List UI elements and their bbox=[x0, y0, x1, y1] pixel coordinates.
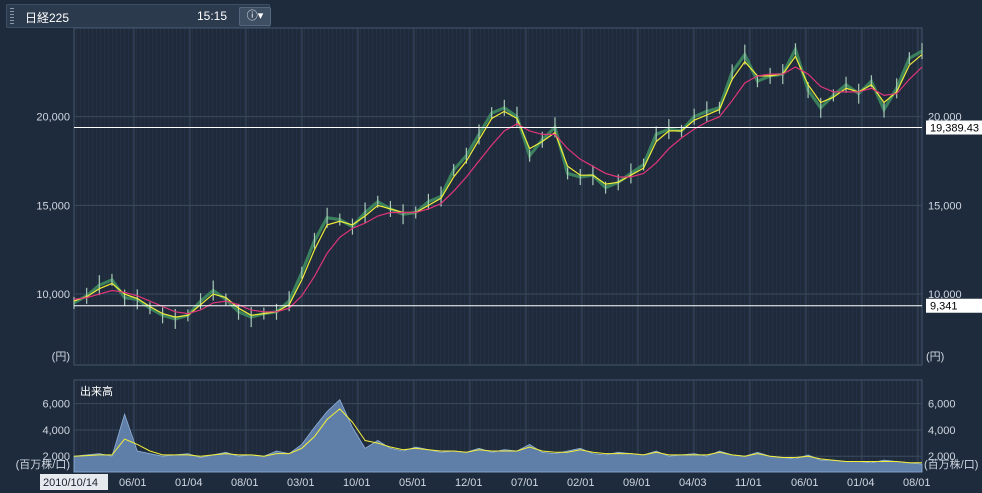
price-y-tick-left: 10,000 bbox=[36, 289, 70, 301]
chart-header: 日経225 15:15 ⓘ▾ bbox=[6, 4, 271, 28]
volume-unit-left: (百万株/口) bbox=[16, 457, 70, 471]
x-tick-label: 06/01 bbox=[791, 477, 819, 489]
info-dropdown-icon: ⓘ▾ bbox=[246, 10, 264, 22]
x-tick-label: 08/01 bbox=[231, 477, 259, 489]
volume-y-tick-right: 4,000 bbox=[928, 425, 956, 437]
x-tick-label: 03/01 bbox=[287, 477, 315, 489]
x-tick-label: 04/03 bbox=[679, 477, 707, 489]
series-line-ma-long bbox=[73, 66, 923, 315]
price-y-tick-right: 15,000 bbox=[928, 200, 962, 212]
price-y-tick-left: 20,000 bbox=[36, 112, 70, 124]
volume-ma-line bbox=[73, 408, 922, 464]
timestamp: 15:15 bbox=[197, 9, 228, 23]
x-tick-label: 01/04 bbox=[175, 477, 203, 489]
x-tick-label: 01/04 bbox=[847, 477, 875, 489]
price-y-unit-left: (円) bbox=[52, 351, 70, 363]
x-tick-label: 09/01 bbox=[623, 477, 651, 489]
x-tick-label: 02/01 bbox=[567, 477, 595, 489]
volume-y-tick-right: 2,000 bbox=[928, 451, 956, 463]
x-tick-label: 10/01 bbox=[343, 477, 371, 489]
price-y-tick-left: 15,000 bbox=[36, 200, 70, 212]
x-tick-label: 06/01 bbox=[119, 477, 147, 489]
x-tick-label: 12/01 bbox=[455, 477, 483, 489]
volume-y-tick-right: 6,000 bbox=[928, 399, 956, 411]
x-tick-label: 07/01 bbox=[511, 477, 539, 489]
info-dropdown-button[interactable]: ⓘ▾ bbox=[239, 7, 271, 26]
x-tick-label: 05/01 bbox=[399, 477, 427, 489]
price-plot-area bbox=[73, 27, 923, 366]
reference-label: 19,389.43 bbox=[930, 123, 979, 135]
price-y-unit-right: (円) bbox=[926, 351, 944, 363]
price-y-tick-right: 20,000 bbox=[928, 112, 962, 124]
x-start-label-box bbox=[40, 474, 108, 490]
reference-label-box bbox=[926, 298, 982, 313]
x-tick-label: 11/01 bbox=[735, 477, 762, 489]
x-tick-label: 2010/10/14 bbox=[43, 477, 98, 489]
volume-y-tick-left: 6,000 bbox=[42, 399, 70, 411]
volume-unit-right: (百万株/口) bbox=[924, 457, 978, 471]
reference-label: 9,341 bbox=[930, 301, 958, 313]
price-y-tick-right: 10,000 bbox=[928, 289, 962, 301]
volume-y-tick-left: 2,000 bbox=[42, 451, 70, 463]
volume-title: 出来高 bbox=[80, 384, 113, 398]
reference-label-box bbox=[926, 120, 982, 135]
chart-title: 日経225 bbox=[25, 11, 70, 25]
x-tick-label: 08/01 bbox=[903, 477, 931, 489]
drag-handle-icon[interactable] bbox=[10, 8, 14, 24]
volume-y-tick-left: 4,000 bbox=[42, 425, 70, 437]
